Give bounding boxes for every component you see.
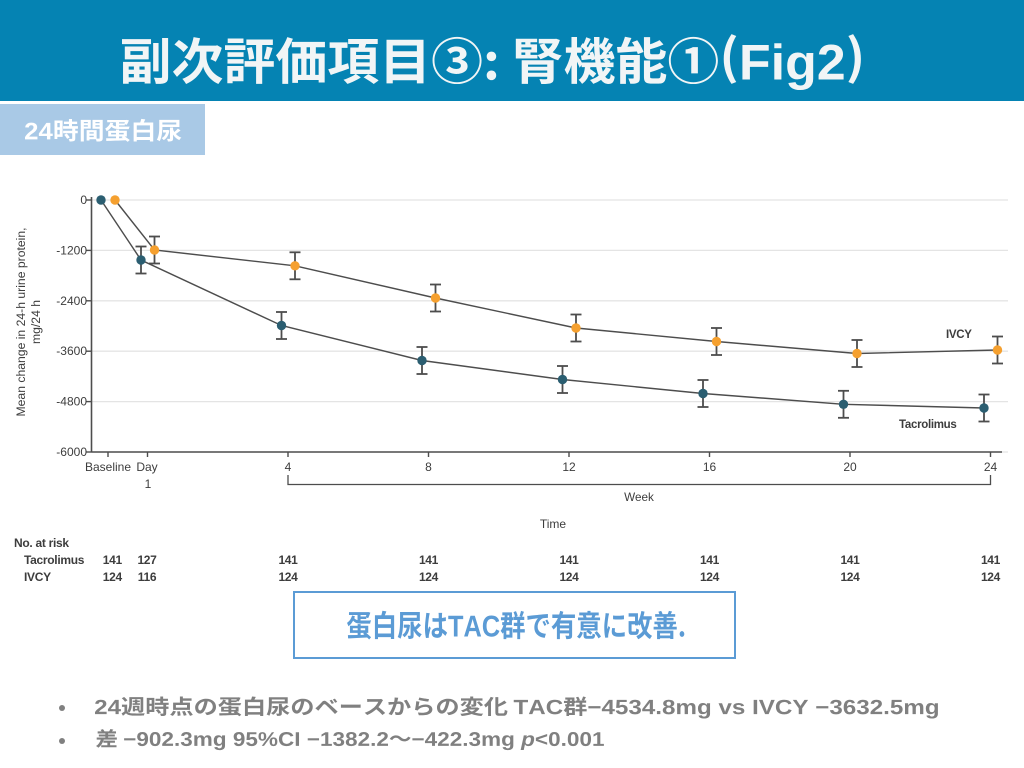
svg-text:Mean change in 24-h urine prot: Mean change in 24-h urine protein, bbox=[14, 227, 28, 416]
svg-text:-1200: -1200 bbox=[56, 243, 87, 257]
svg-text:IVCY: IVCY bbox=[946, 329, 972, 341]
svg-text:124: 124 bbox=[700, 570, 720, 584]
svg-text:141: 141 bbox=[700, 553, 720, 567]
svg-text:No. at risk: No. at risk bbox=[14, 536, 69, 550]
svg-text:24: 24 bbox=[984, 460, 998, 474]
svg-text:mg/24 h: mg/24 h bbox=[29, 300, 43, 344]
svg-text:Tacrolimus: Tacrolimus bbox=[24, 553, 85, 567]
svg-text:0: 0 bbox=[80, 193, 87, 207]
svg-text:124: 124 bbox=[103, 570, 123, 584]
svg-text:124: 124 bbox=[559, 570, 579, 584]
svg-text:Baseline: Baseline bbox=[85, 460, 131, 474]
svg-text:141: 141 bbox=[840, 553, 860, 567]
svg-text:124: 124 bbox=[419, 570, 439, 584]
svg-text:141: 141 bbox=[103, 553, 123, 567]
svg-text:Week: Week bbox=[624, 491, 654, 504]
svg-text:Time: Time bbox=[540, 517, 567, 531]
svg-text:141: 141 bbox=[278, 553, 298, 567]
svg-text:141: 141 bbox=[559, 553, 579, 567]
svg-text:124: 124 bbox=[981, 570, 1001, 584]
svg-text:IVCY: IVCY bbox=[24, 570, 51, 584]
svg-text:20: 20 bbox=[843, 460, 857, 474]
svg-text:-2400: -2400 bbox=[56, 294, 87, 308]
svg-text:16: 16 bbox=[703, 460, 717, 474]
svg-text:1: 1 bbox=[145, 477, 152, 491]
svg-text:141: 141 bbox=[419, 553, 439, 567]
svg-text:141: 141 bbox=[981, 553, 1001, 567]
svg-text:4: 4 bbox=[285, 460, 292, 474]
svg-text:12: 12 bbox=[562, 460, 576, 474]
svg-text:-6000: -6000 bbox=[56, 445, 87, 459]
svg-text:-4800: -4800 bbox=[56, 395, 87, 409]
svg-text:8: 8 bbox=[425, 460, 432, 474]
svg-text:Tacrolimus: Tacrolimus bbox=[899, 419, 957, 431]
svg-text:124: 124 bbox=[840, 570, 860, 584]
svg-text:127: 127 bbox=[137, 553, 157, 567]
svg-text:Day: Day bbox=[136, 460, 157, 474]
svg-text:-3600: -3600 bbox=[56, 344, 87, 358]
svg-text:124: 124 bbox=[278, 570, 298, 584]
svg-text:116: 116 bbox=[138, 570, 157, 584]
